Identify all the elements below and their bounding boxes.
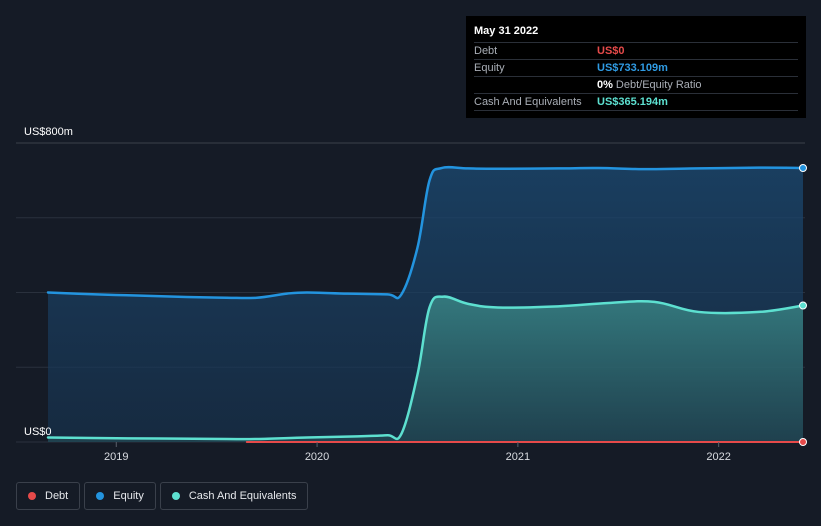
- x-tick-label: 2020: [305, 451, 329, 463]
- tooltip-ratio-spacer: [474, 77, 597, 93]
- legend-label-cash: Cash And Equivalents: [188, 490, 297, 502]
- x-tick-label: 2019: [104, 451, 128, 463]
- cash-area: [48, 296, 803, 442]
- tooltip-debt-label: Debt: [474, 45, 498, 57]
- tooltip-equity-label: Equity: [474, 62, 505, 74]
- data-tooltip: May 31 2022 Debt US$0 Equity US$733.109m…: [466, 16, 806, 118]
- legend-label-equity: Equity: [113, 490, 144, 502]
- legend-item-cash[interactable]: Cash And Equivalents: [159, 482, 309, 510]
- legend-item-debt[interactable]: Debt: [16, 482, 81, 510]
- tooltip-cash-value: US$365.194m: [597, 96, 668, 108]
- x-tick-label: 2022: [706, 451, 730, 463]
- chart-legend: Debt Equity Cash And Equivalents: [16, 482, 309, 510]
- equity-end-point: [799, 164, 807, 173]
- tooltip-ratio-value: 0%: [597, 79, 613, 91]
- tooltip-row-ratio: 0% Debt/Equity Ratio: [474, 76, 798, 93]
- tooltip-ratio-text: Debt/Equity Ratio: [615, 79, 702, 91]
- legend-dot-cash-icon: [171, 492, 180, 500]
- tooltip-cash-label: Cash And Equivalents: [474, 96, 582, 108]
- x-tick-label: 2021: [506, 451, 530, 463]
- debt-end-point: [799, 438, 807, 446]
- y-axis-bottom-label: US$0: [24, 426, 52, 438]
- tooltip-row-debt: Debt US$0: [474, 42, 798, 59]
- tooltip-equity-value: US$733.109m: [597, 62, 668, 74]
- tooltip-row-cash: Cash And Equivalents US$365.194m: [474, 93, 798, 111]
- series-areas: [48, 167, 803, 442]
- cash-line: [46, 295, 805, 441]
- legend-dot-equity-icon: [96, 492, 105, 500]
- legend-label-debt: Debt: [45, 490, 69, 502]
- tooltip-row-equity: Equity US$733.109m: [474, 59, 798, 76]
- legend-dot-debt-icon: [28, 492, 36, 500]
- tooltip-debt-value: US$0: [597, 45, 625, 57]
- tooltip-date: May 31 2022: [474, 25, 539, 37]
- x-axis: 2019 2020 2021 2022: [104, 442, 731, 463]
- equity-line: [46, 165, 805, 300]
- legend-item-equity[interactable]: Equity: [84, 482, 156, 510]
- y-axis-top-label: US$800m: [24, 126, 73, 138]
- cash-end-point: [799, 301, 807, 310]
